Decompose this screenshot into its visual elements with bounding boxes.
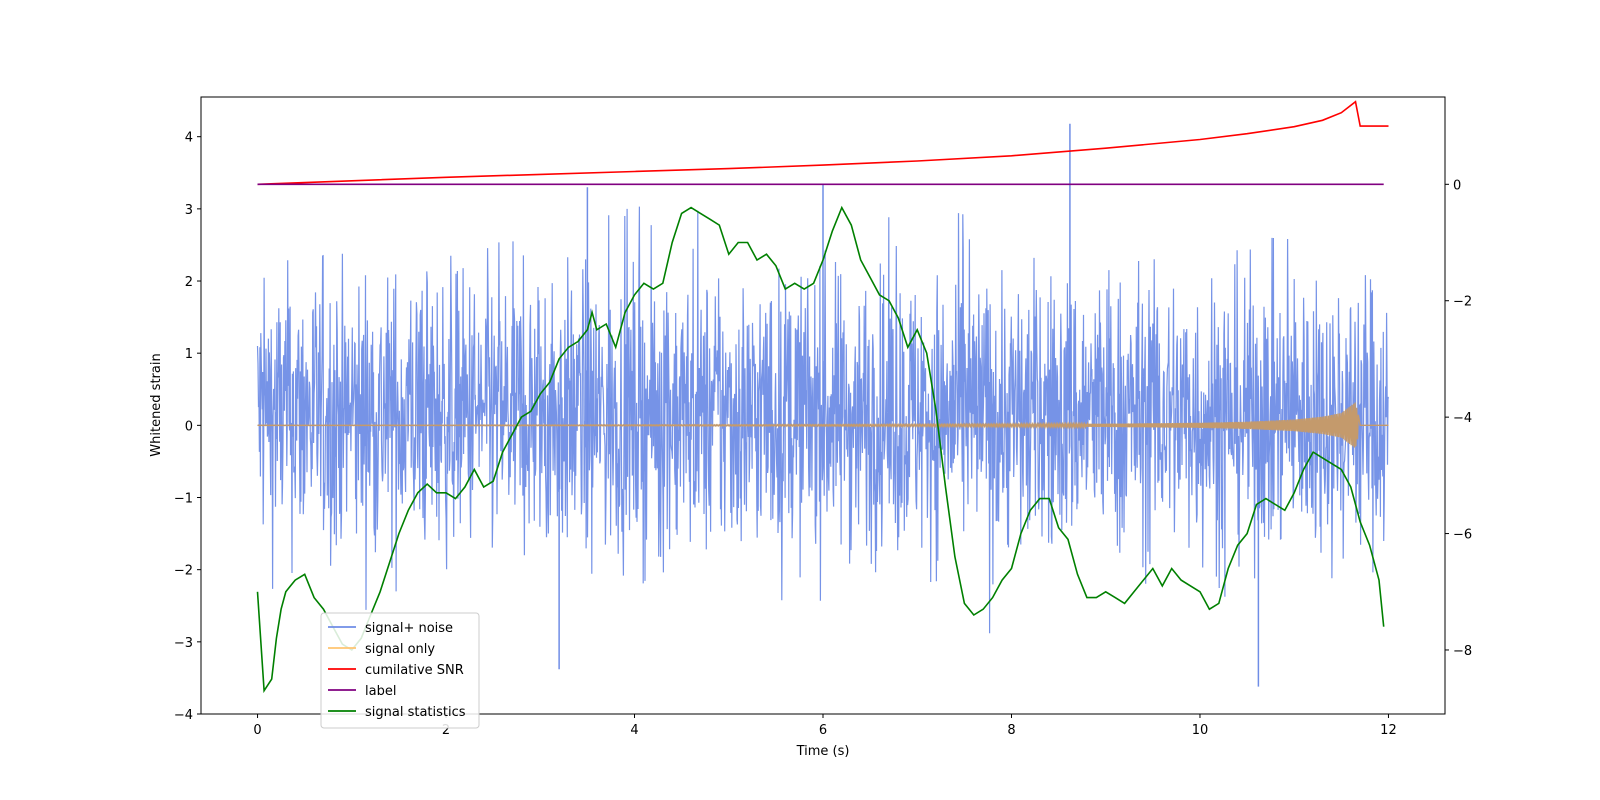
legend-entry-label: signal+ noise xyxy=(365,621,453,636)
y2-tick-label: −4 xyxy=(1453,411,1472,426)
y-tick-label: −4 xyxy=(174,708,193,723)
series-signal-only-line xyxy=(257,402,1389,448)
legend-entry-label: label xyxy=(365,684,396,699)
y-tick-label: 3 xyxy=(185,203,193,218)
y-tick-label: −2 xyxy=(174,564,193,579)
x-tick-label: 8 xyxy=(1007,723,1015,738)
legend-entry-label: signal statistics xyxy=(365,705,466,720)
y2-tick-label: −6 xyxy=(1453,528,1472,543)
y2-tick-label: −2 xyxy=(1453,295,1472,310)
legend-box xyxy=(320,612,480,729)
x-tick-label: 2 xyxy=(442,723,450,738)
series-signal-statistics-line xyxy=(256,205,1385,694)
y-tick-label: −1 xyxy=(174,492,193,507)
x-tick-label: 12 xyxy=(1380,723,1397,738)
series-cumulative-snr-line xyxy=(257,100,1389,186)
y-tick-label: 0 xyxy=(185,419,193,434)
y-tick-label: 1 xyxy=(185,347,193,362)
plot-series-layer xyxy=(256,100,1390,694)
y-tick-label: 2 xyxy=(185,275,193,290)
legend-entry-label: cumilative SNR xyxy=(365,663,464,678)
y-tick-label: −3 xyxy=(174,636,193,651)
x-tick-label: 10 xyxy=(1192,723,1209,738)
x-tick-label: 6 xyxy=(819,723,827,738)
y-axis-label: Whitened strain xyxy=(149,353,164,456)
legend: signal+ noise signal only cumilative SNR la… xyxy=(320,612,480,729)
x-tick-label: 0 xyxy=(253,723,261,738)
x-tick-label: 4 xyxy=(630,723,638,738)
x-axis-label: Time (s) xyxy=(796,744,850,759)
y2-tick-label: 0 xyxy=(1453,178,1461,193)
legend-entry-label: signal only xyxy=(365,642,435,657)
y-tick-label: 4 xyxy=(185,131,193,146)
y2-tick-label: −8 xyxy=(1453,644,1472,659)
